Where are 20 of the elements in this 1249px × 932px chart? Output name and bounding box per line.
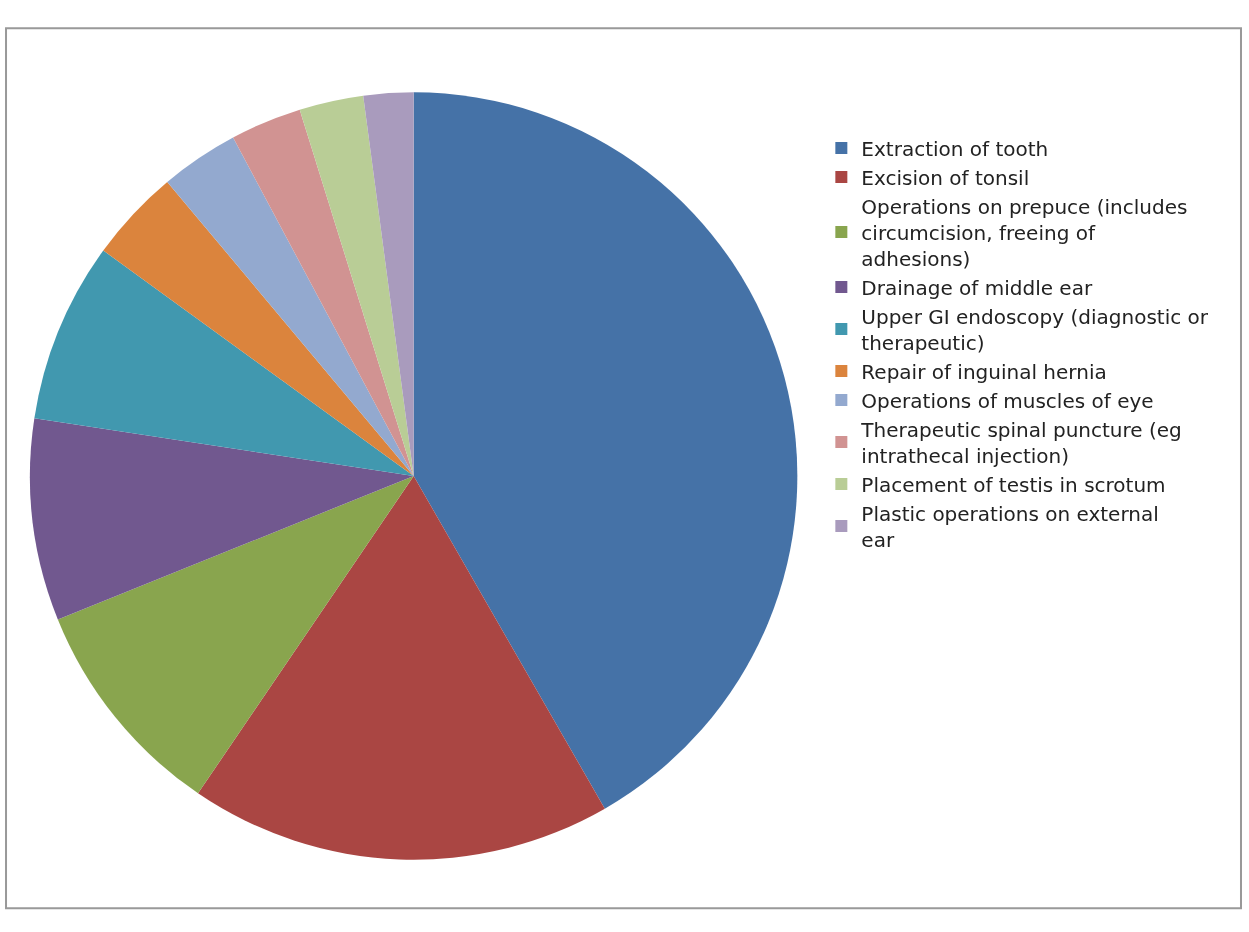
legend-label: Plastic operations on external ear (861, 501, 1159, 552)
legend-label: Excision of tonsil (861, 165, 1030, 190)
pie-slice (30, 418, 414, 620)
legend-label: Operations on prepuce (includes circumcision, freeing of adhesions) (861, 194, 1188, 271)
pie-slice (167, 137, 414, 476)
pie-slice (299, 95, 414, 476)
legend-label: Drainage of middle ear (861, 275, 1093, 300)
legend-label: Upper GI endoscopy (diagnostic or therapeutic) (861, 304, 1209, 355)
legend-label: Therapeutic spinal puncture (eg intrathecal injection) (860, 417, 1182, 468)
pie-slice (34, 250, 414, 476)
legend-label: Extraction of tooth (861, 136, 1049, 161)
pie-slice (413, 92, 797, 809)
pie-slice (198, 476, 605, 860)
pie-slice (103, 181, 414, 476)
pie-slice (363, 92, 414, 476)
pie-slice (57, 476, 414, 794)
legend-label: Repair of inguinal hernia (861, 359, 1107, 384)
pie-slice (233, 109, 414, 476)
legend-label: Placement of testis in scrotum (861, 472, 1166, 497)
legend-label: Operations of muscles of eye (861, 388, 1154, 413)
